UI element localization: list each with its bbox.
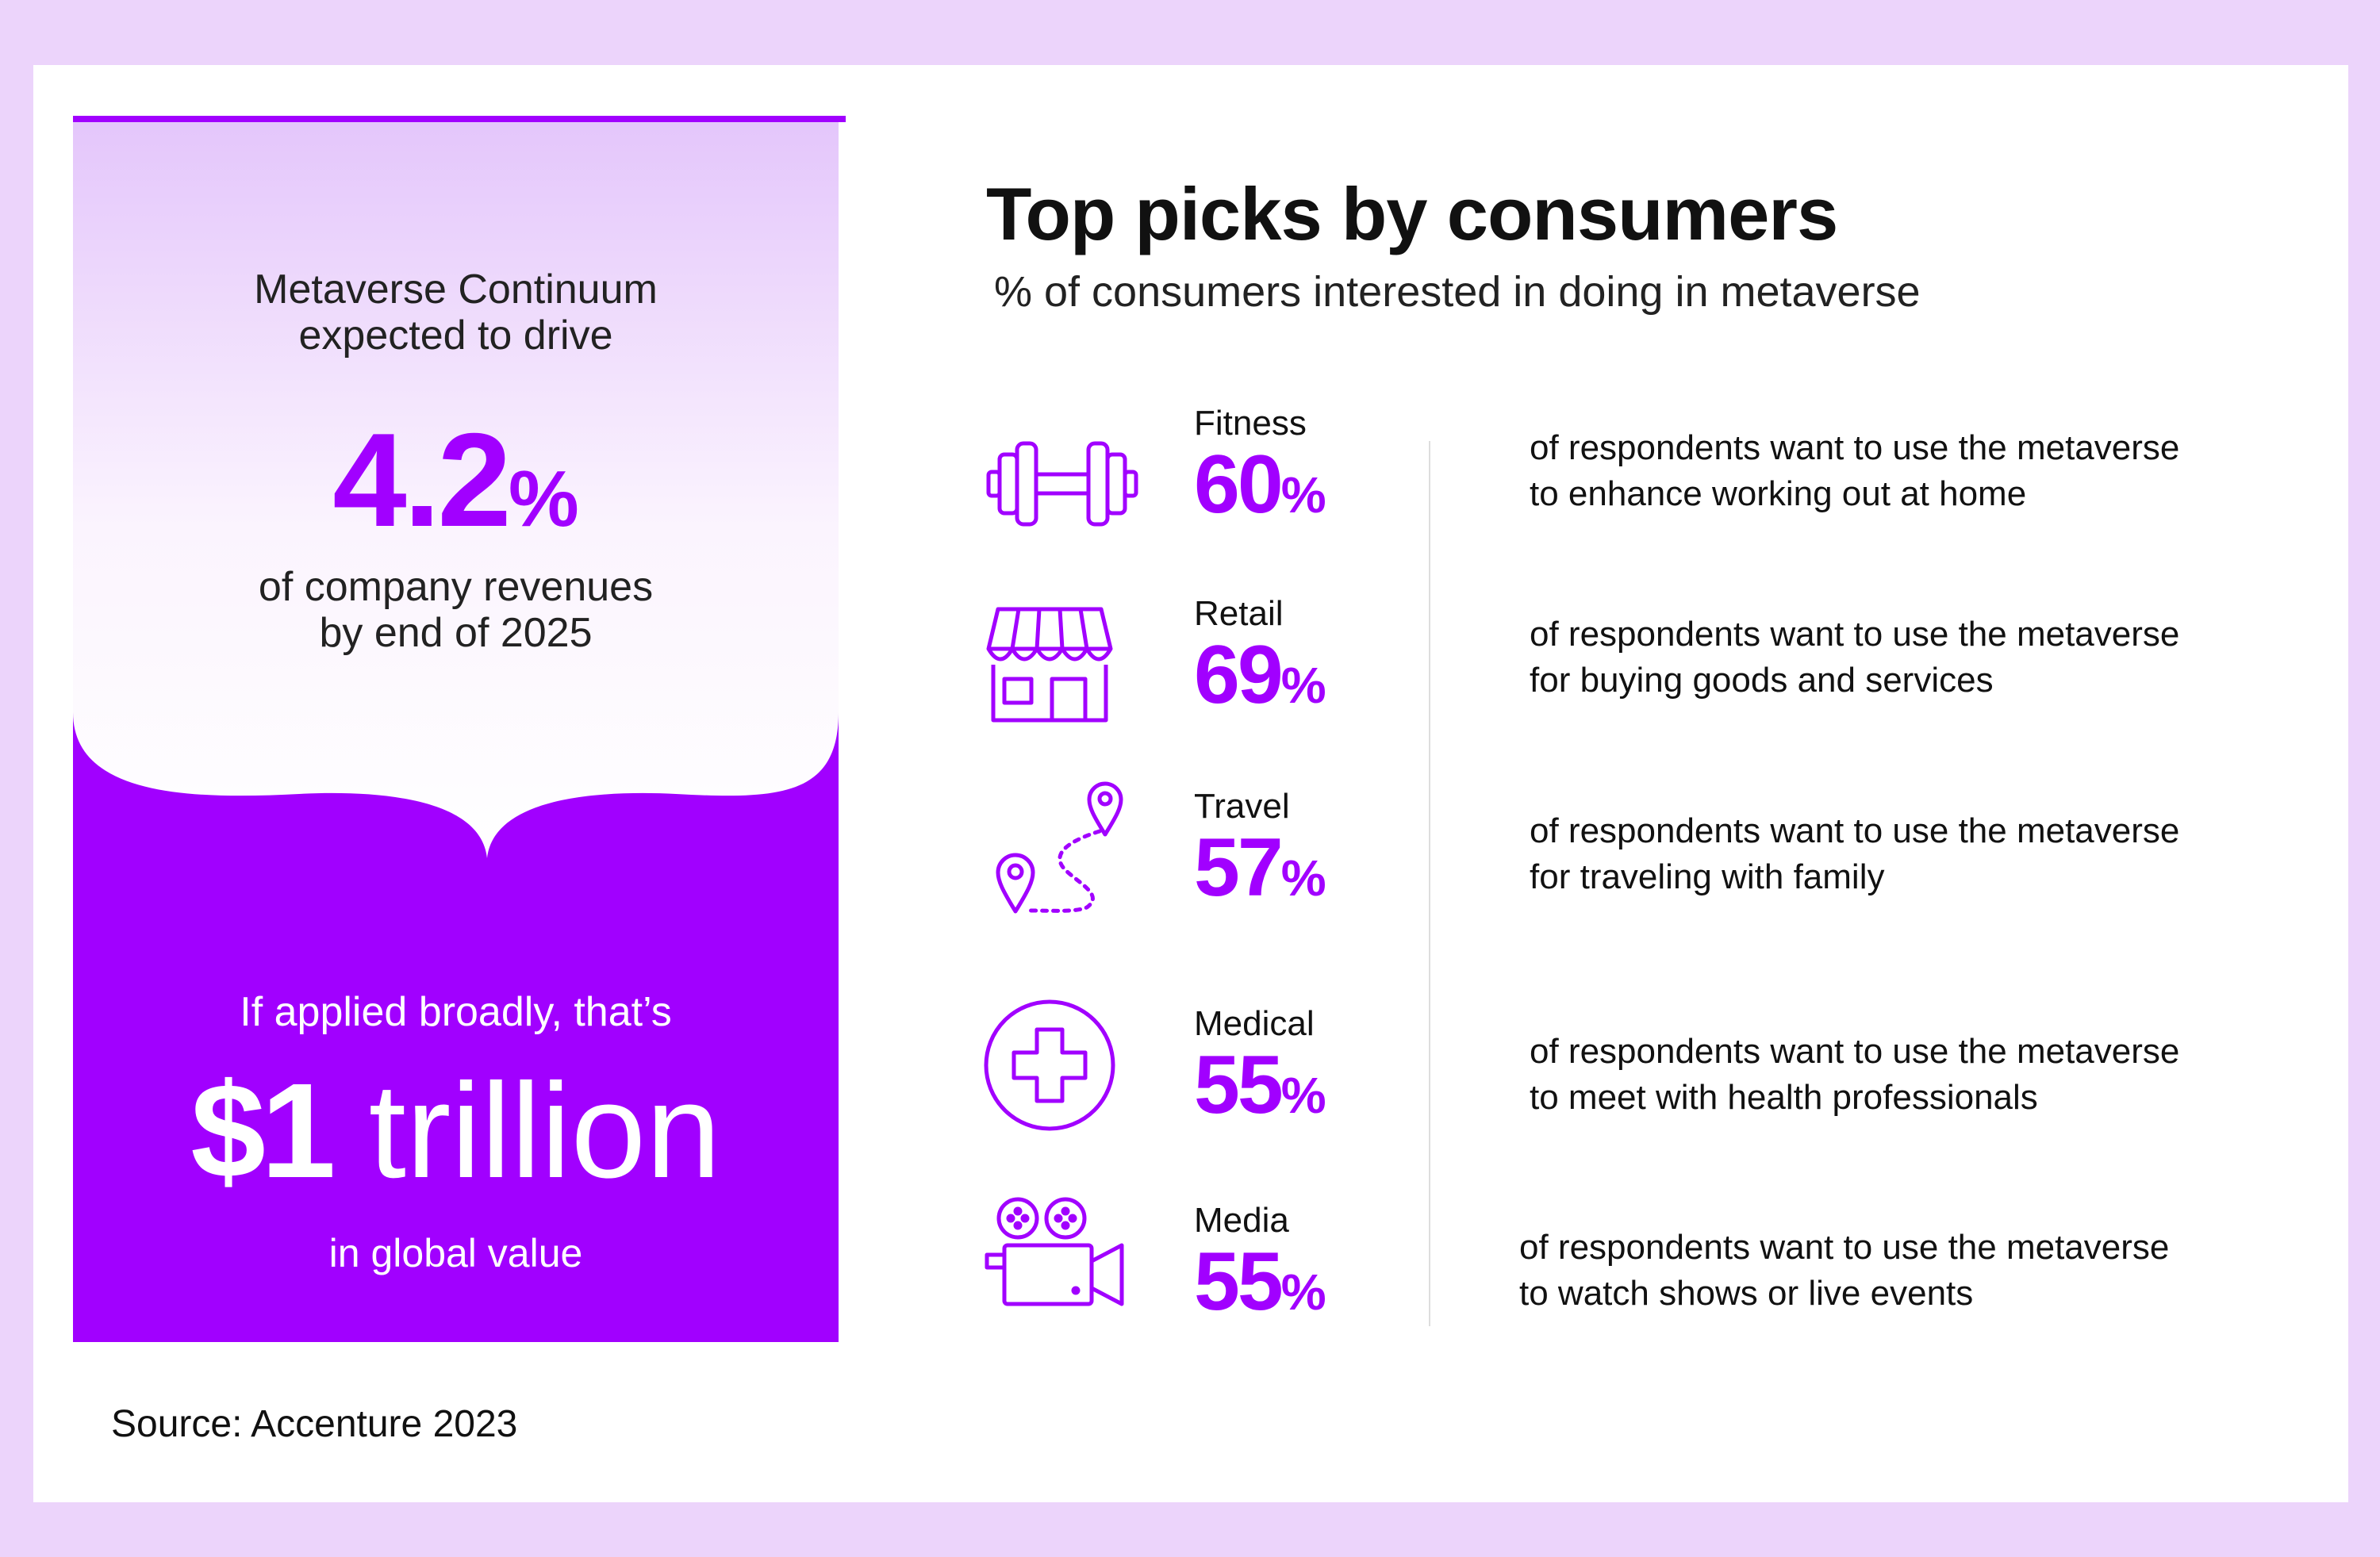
pick-label: Travel [1194, 787, 1290, 826]
medical-cross-icon [984, 999, 1115, 1131]
pick-fitness: Fitness 60% of respondents want to use t… [0, 0, 2380, 528]
pick-unit: % [1280, 1264, 1326, 1321]
panel-top-rule [83, 116, 846, 122]
pick-description: of respondents want to use the metaverse… [1530, 808, 2179, 900]
route-pins-icon [996, 781, 1123, 914]
global-value-caption: in global value [328, 1231, 583, 1275]
pick-percentage: 57% [1194, 824, 1326, 922]
revenue-stat-unit: % [508, 454, 579, 543]
pick-medical: Medical 55% of respondents want to use t… [0, 0, 2380, 1131]
pick-unit: % [1280, 1067, 1326, 1124]
pick-number: 57 [1194, 822, 1284, 914]
pick-percentage: 60% [1194, 441, 1326, 539]
revenue-stat: 4.2% [73, 413, 839, 566]
pick-number: 60 [1194, 439, 1284, 531]
pick-percentage: 55% [1194, 1238, 1326, 1336]
pick-label: Media [1194, 1201, 1289, 1240]
pick-unit: % [1280, 657, 1326, 714]
pick-label: Fitness [1194, 404, 1307, 443]
desc-line-2: to meet with health professionals [1530, 1078, 2038, 1117]
video-camera-icon [985, 1197, 1124, 1306]
pick-label: Medical [1194, 1004, 1315, 1043]
desc-line-2: for traveling with family [1530, 857, 1885, 896]
revenue-line-2: by end of 2025 [319, 610, 593, 656]
pick-percentage: 69% [1194, 631, 1326, 729]
column-divider [1429, 441, 1430, 1326]
panel-background [73, 116, 839, 1342]
desc-line-2: for buying goods and services [1530, 661, 1994, 700]
desc-line-1: of respondents want to use the metaverse [1530, 428, 2180, 467]
pick-description: of respondents want to use the metaverse… [1519, 1225, 2169, 1317]
desc-line-2: to watch shows or live events [1519, 1274, 1974, 1313]
pick-unit: % [1280, 849, 1326, 907]
pick-travel: Travel 57% of respondents want to use th… [0, 0, 2380, 914]
desc-line-1: of respondents want to use the metaverse [1530, 1032, 2180, 1071]
global-value-word: trillion [368, 1056, 721, 1206]
intro-line-1: Metaverse Continuum [254, 267, 658, 313]
source-note: Source: Accenture 2023 [111, 1403, 518, 1445]
storefront-icon [986, 607, 1113, 723]
page-subtitle: % of consumers interested in doing in me… [994, 268, 1921, 316]
pick-percentage: 55% [1194, 1041, 1326, 1139]
desc-line-1: of respondents want to use the metaverse [1530, 811, 2180, 850]
pick-description: of respondents want to use the metaverse… [1530, 612, 2179, 704]
desc-line-1: of respondents want to use the metaverse [1530, 615, 2180, 654]
desc-line-2: to enhance working out at home [1530, 474, 2027, 513]
pick-description: of respondents want to use the metaverse… [1530, 1029, 2179, 1121]
pick-retail: Retail 69% of respondents want to use th… [0, 0, 2380, 723]
revenue-caption: of company revenues by end of 2025 [73, 564, 839, 656]
applied-text: If applied broadly, that’s [240, 989, 672, 1035]
revenue-line-1: of company revenues [258, 564, 654, 610]
pick-number: 55 [1194, 1236, 1284, 1328]
revenue-stat-number: 4.2 [332, 405, 512, 554]
pick-number: 55 [1194, 1039, 1284, 1131]
dumbbell-icon [986, 441, 1138, 527]
pick-unit: % [1280, 466, 1326, 523]
intro-line-2: expected to drive [298, 313, 613, 359]
global-value: $1 trillion [73, 1052, 839, 1210]
pick-description: of respondents want to use the metaverse… [1530, 425, 2179, 517]
page-title: Top picks by consumers [986, 172, 1838, 255]
pick-label: Retail [1194, 594, 1284, 633]
pick-media: Media 55% of respondents want to use the… [0, 0, 2380, 1325]
revenue-panel: Metaverse Continuum expected to drive 4.… [73, 116, 846, 1342]
global-value-amount: $1 [190, 1056, 336, 1206]
panel-intro-text: Metaverse Continuum expected to drive [73, 267, 839, 359]
desc-line-1: of respondents want to use the metaverse [1519, 1228, 2170, 1267]
pick-number: 69 [1194, 629, 1284, 721]
